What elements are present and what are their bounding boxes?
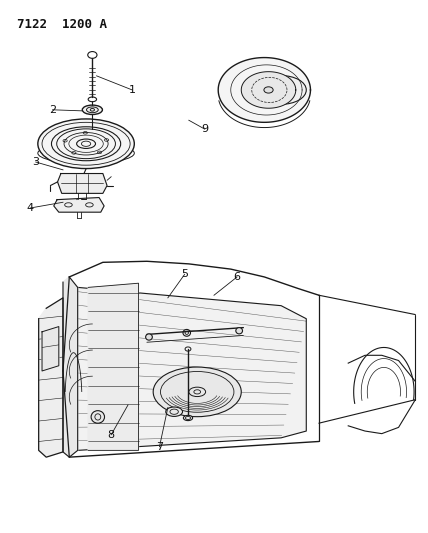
Text: 9: 9: [201, 124, 208, 134]
Polygon shape: [54, 198, 104, 212]
Text: 3: 3: [32, 157, 39, 167]
Ellipse shape: [166, 407, 182, 416]
Text: 6: 6: [234, 272, 241, 282]
Ellipse shape: [232, 72, 290, 108]
Ellipse shape: [91, 410, 104, 423]
Text: 4: 4: [27, 203, 34, 213]
Ellipse shape: [38, 119, 134, 168]
Ellipse shape: [146, 334, 152, 340]
Text: 7122  1200 A: 7122 1200 A: [17, 19, 107, 31]
Polygon shape: [57, 174, 107, 193]
Polygon shape: [88, 283, 139, 450]
Polygon shape: [63, 277, 78, 457]
Text: 5: 5: [181, 269, 188, 279]
Ellipse shape: [264, 87, 273, 93]
Text: 2: 2: [49, 105, 56, 115]
Ellipse shape: [153, 367, 241, 417]
Polygon shape: [42, 327, 59, 371]
Polygon shape: [39, 298, 63, 457]
Ellipse shape: [82, 105, 102, 115]
Ellipse shape: [183, 415, 193, 421]
Text: 8: 8: [108, 430, 115, 440]
Ellipse shape: [236, 328, 243, 334]
Text: 7: 7: [156, 442, 163, 451]
Polygon shape: [241, 71, 296, 108]
Polygon shape: [218, 58, 310, 123]
Text: 1: 1: [129, 85, 136, 95]
Polygon shape: [69, 287, 306, 450]
Ellipse shape: [256, 76, 306, 104]
